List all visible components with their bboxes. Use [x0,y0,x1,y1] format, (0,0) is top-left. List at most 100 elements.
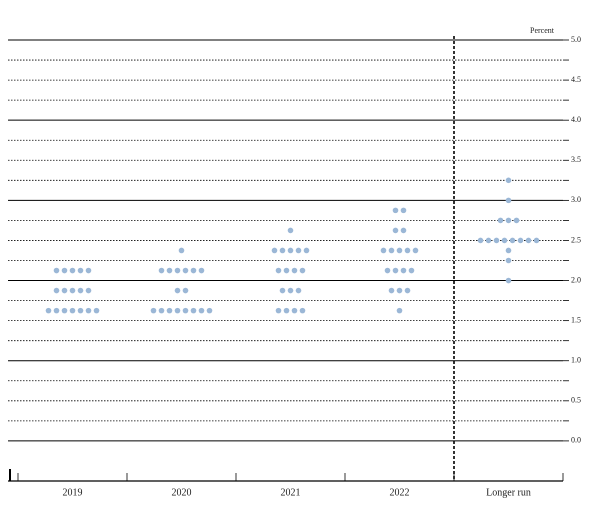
dot [505,257,512,264]
y-tick-label: 2.5 [571,235,581,244]
dot [400,267,407,274]
y-axis-label: Percent [530,26,555,35]
dot [291,267,298,274]
dot [396,247,403,254]
dot [93,307,100,314]
dot [69,307,76,314]
dot [477,237,484,244]
dot [271,247,278,254]
dot [275,307,282,314]
dot [85,267,92,274]
dot [198,307,205,314]
dot [497,217,504,224]
dot [198,267,205,274]
dot [206,307,213,314]
dot [295,287,302,294]
dot [533,237,540,244]
dot [388,247,395,254]
dot [166,307,173,314]
dot [279,247,286,254]
dot [517,237,524,244]
x-tick-label: 2020 [172,487,192,498]
y-tick-label: 4.0 [571,115,581,124]
dot [408,267,415,274]
dot [505,277,512,284]
dot [61,307,68,314]
dot [404,247,411,254]
dot [61,287,68,294]
dot [485,237,492,244]
y-tick-label: 1.5 [571,315,581,324]
dot [412,247,419,254]
dot [283,267,290,274]
dot [509,237,516,244]
dot [404,287,411,294]
dot [182,267,189,274]
dot [392,207,399,214]
dot [380,247,387,254]
dot [384,267,391,274]
y-tick-label: 5.0 [571,35,581,44]
dot [303,247,310,254]
dot [150,307,157,314]
dot [505,177,512,184]
dot [53,307,60,314]
dot [299,307,306,314]
dot [174,307,181,314]
dot [178,247,185,254]
dot [182,307,189,314]
dot [505,197,512,204]
dot [400,207,407,214]
dot [501,237,508,244]
dot [291,307,298,314]
dot [493,237,500,244]
dot [400,227,407,234]
dot [525,237,532,244]
dot [53,267,60,274]
dot [53,287,60,294]
dot [85,287,92,294]
y-tick-label: 0.5 [571,396,581,405]
dot [513,217,520,224]
dot [392,227,399,234]
dot [77,267,84,274]
y-tick-label: 0.0 [571,436,581,445]
dot [69,287,76,294]
dot [190,267,197,274]
y-tick-label: 1.0 [571,356,581,365]
dot [279,287,286,294]
y-tick-label: 3.5 [571,155,581,164]
y-tick-label: 4.5 [571,75,581,84]
y-tick-label: 3.0 [571,195,581,204]
dot [45,307,52,314]
dot [505,247,512,254]
dot [61,267,68,274]
dot [299,267,306,274]
dot [396,307,403,314]
dot [77,287,84,294]
dot [69,267,76,274]
dot [158,307,165,314]
x-tick-label: Longer run [486,487,531,498]
dot [275,267,282,274]
dot [283,307,290,314]
dot [166,267,173,274]
dot [158,267,165,274]
y-tick-label: 2.0 [571,275,581,284]
dot [190,307,197,314]
dot [174,287,181,294]
x-tick-label: 2019 [63,487,83,498]
dot [85,307,92,314]
dot [396,287,403,294]
dot [174,267,181,274]
dot [287,287,294,294]
dot [77,307,84,314]
dot [505,217,512,224]
dot [287,247,294,254]
x-tick-label: 2022 [390,487,410,498]
dot [388,287,395,294]
dot [295,247,302,254]
dot [182,287,189,294]
dot [392,267,399,274]
